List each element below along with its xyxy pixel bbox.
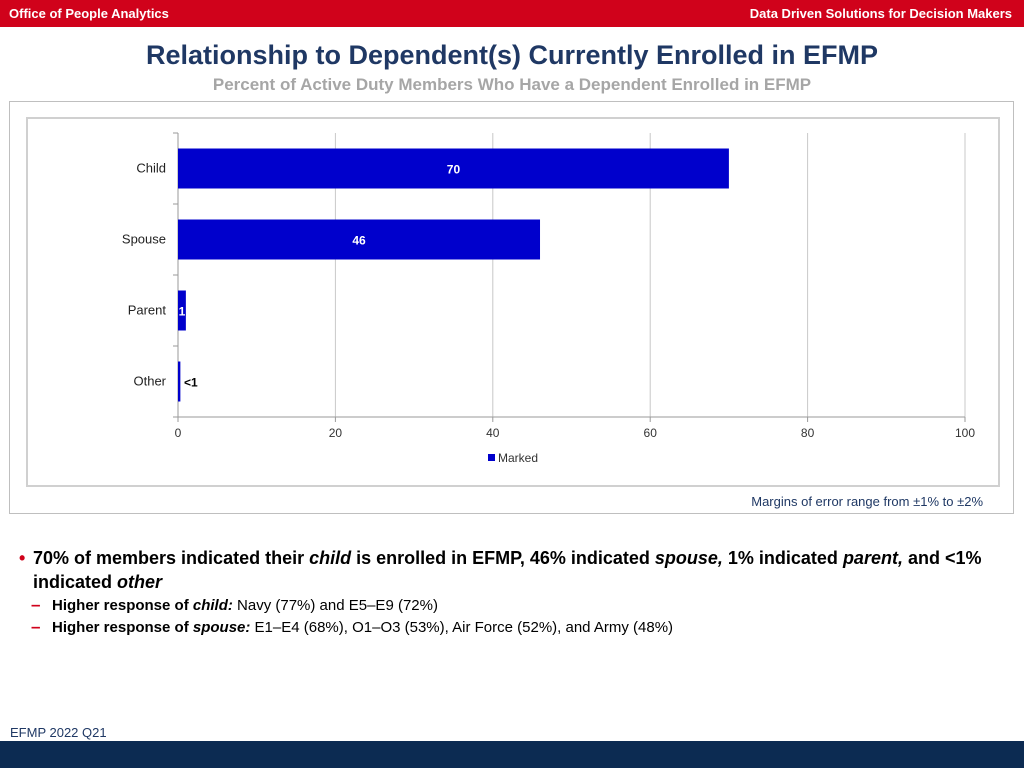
sub-finding: – Higher response of child: Navy (77%) an… xyxy=(19,595,1009,616)
top-banner: Office of People Analytics Data Driven S… xyxy=(0,0,1024,27)
bottom-banner xyxy=(0,741,1024,768)
data-label: <1 xyxy=(184,376,198,390)
x-tick-label: 100 xyxy=(955,426,975,440)
bullet-icon: • xyxy=(19,548,26,568)
margin-of-error-note: Margins of error range from ±1% to ±2% xyxy=(751,494,983,509)
sub-finding-segment: child: xyxy=(192,597,233,614)
x-tick-label: 0 xyxy=(175,426,182,440)
sub-finding-segment: Navy (77%) and E5–E9 (72%) xyxy=(232,597,438,614)
x-tick-label: 20 xyxy=(329,426,343,440)
survey-footnote: EFMP 2022 Q21 xyxy=(10,725,107,740)
category-label: Other xyxy=(133,374,166,389)
sub-finding: – Higher response of spouse: E1–E4 (68%),… xyxy=(19,617,1009,638)
bar xyxy=(178,290,186,331)
bar-chart: 0 20 40 60 80 100 Child 70 Spouse 46 Parent 1 Other <… xyxy=(122,132,975,465)
category-label: Parent xyxy=(128,303,167,318)
main-finding-segment: other xyxy=(117,572,163,592)
dash-icon: – xyxy=(31,595,41,614)
page-subtitle: Percent of Active Duty Members Who Have … xyxy=(212,75,812,94)
sub-finding-text: Higher response of spouse: E1–E4 (68%), … xyxy=(52,619,673,636)
data-label: 1 xyxy=(179,305,186,319)
sub-finding-segment: E1–E4 (68%), O1–O3 (53%), Air Force (52%… xyxy=(250,619,674,636)
main-finding-text: 70% of members indicated their child is … xyxy=(33,548,981,592)
sub-finding-segment: Higher response of xyxy=(52,619,193,636)
bar xyxy=(178,148,729,189)
main-finding-segment: is enrolled in EFMP, 46% indicated xyxy=(351,548,655,568)
tagline: Data Driven Solutions for Decision Maker… xyxy=(749,6,1012,21)
dash-icon: – xyxy=(31,617,41,636)
bar xyxy=(178,361,181,402)
sub-finding-text: Higher response of child: Navy (77%) and… xyxy=(52,597,438,614)
chart-area: 0 20 40 60 80 100 Child 70 Spouse 46 Parent 1 Other <… xyxy=(26,117,1000,487)
x-tick-label: 40 xyxy=(486,426,500,440)
x-tick-label: 80 xyxy=(801,426,815,440)
organization-name: Office of People Analytics xyxy=(9,6,169,21)
findings-list: • 70% of members indicated their child i… xyxy=(19,546,1009,638)
sub-findings: – Higher response of child: Navy (77%) an… xyxy=(19,595,1009,638)
main-finding-segment: spouse, xyxy=(654,548,723,568)
chart-panel: 0 20 40 60 80 100 Child 70 Spouse 46 Parent 1 Other <… xyxy=(9,101,1014,514)
main-finding-segment: and <1% indicated xyxy=(33,548,982,592)
sub-finding-segment: spouse: xyxy=(192,619,251,636)
main-finding-segment: child xyxy=(309,548,352,568)
page-title: Relationship to Dependent(s) Currently E… xyxy=(145,40,879,70)
data-label: 70 xyxy=(447,163,461,177)
sub-finding-segment: Higher response of xyxy=(52,597,193,614)
category-label: Spouse xyxy=(122,232,166,247)
main-finding-segment: 70% of members indicated their xyxy=(33,548,310,568)
legend-label: Marked xyxy=(498,451,538,465)
bar xyxy=(178,219,541,260)
x-tick-label: 60 xyxy=(644,426,658,440)
category-label: Child xyxy=(136,161,166,176)
main-finding-segment: 1% indicated xyxy=(722,548,843,568)
data-label: 46 xyxy=(352,234,366,248)
legend-swatch xyxy=(488,454,495,461)
main-finding-segment: parent, xyxy=(842,548,903,568)
main-finding: • 70% of members indicated their child i… xyxy=(19,546,1009,594)
